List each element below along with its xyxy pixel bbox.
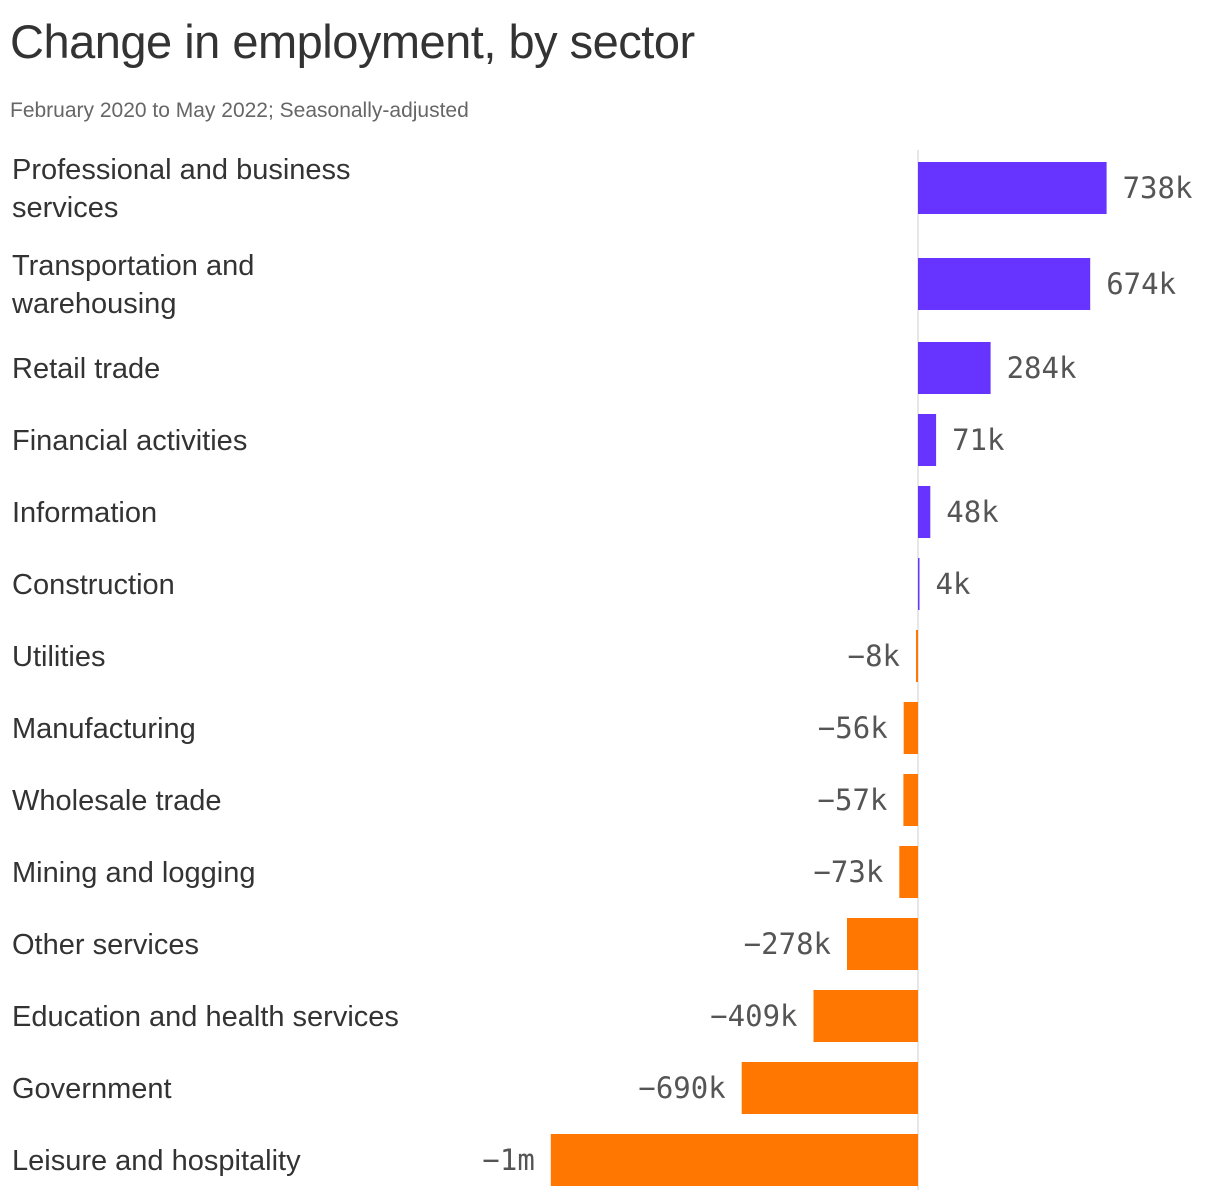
value-label-9: −73k — [813, 855, 883, 889]
bar-6 — [916, 630, 918, 682]
bar-10 — [847, 918, 918, 970]
bar-3 — [918, 414, 937, 466]
category-label-9: Mining and logging — [12, 857, 255, 889]
category-label-6: Utilities — [12, 641, 105, 673]
bar-5 — [918, 558, 920, 610]
value-label-7: −56k — [818, 711, 888, 745]
value-label-12: −690k — [638, 1071, 726, 1105]
bar-11 — [813, 990, 918, 1042]
value-label-5: 4k — [936, 567, 971, 601]
chart-subtitle: February 2020 to May 2022; Seasonally-ad… — [10, 99, 469, 122]
bar-13 — [550, 1134, 918, 1186]
value-label-10: −278k — [744, 927, 832, 961]
bar-0 — [918, 162, 1107, 214]
value-label-3: 71k — [952, 423, 1005, 457]
bar-4 — [918, 486, 931, 538]
value-label-13: −1m — [482, 1143, 534, 1177]
bar-9 — [899, 846, 918, 898]
category-label-10: Other services — [12, 929, 199, 961]
category-label-11: Education and health services — [12, 1001, 399, 1033]
bar-12 — [741, 1062, 918, 1114]
category-label-8: Wholesale trade — [12, 785, 222, 817]
category-label-7: Manufacturing — [12, 713, 196, 745]
value-label-0: 738k — [1123, 171, 1193, 205]
value-label-6: −8k — [848, 639, 901, 673]
category-label-4: Information — [12, 497, 157, 529]
category-label-13: Leisure and hospitality — [12, 1145, 301, 1177]
bar-1 — [918, 258, 1091, 310]
value-label-1: 674k — [1106, 267, 1176, 301]
bar-2 — [918, 342, 991, 394]
category-label-5: Construction — [12, 569, 175, 601]
category-label-3: Financial activities — [12, 425, 247, 457]
value-label-8: −57k — [818, 783, 888, 817]
value-label-4: 48k — [946, 495, 999, 529]
category-label-1: Transportation and warehousing — [11, 250, 254, 320]
category-label-0: Professional and business services — [12, 154, 351, 224]
bar-8 — [903, 774, 918, 826]
chart-title: Change in employment, by sector — [10, 15, 695, 68]
category-label-2: Retail trade — [12, 353, 160, 385]
value-label-2: 284k — [1007, 351, 1077, 385]
bar-7 — [903, 702, 918, 754]
value-label-11: −409k — [710, 999, 798, 1033]
category-label-12: Government — [12, 1073, 172, 1105]
